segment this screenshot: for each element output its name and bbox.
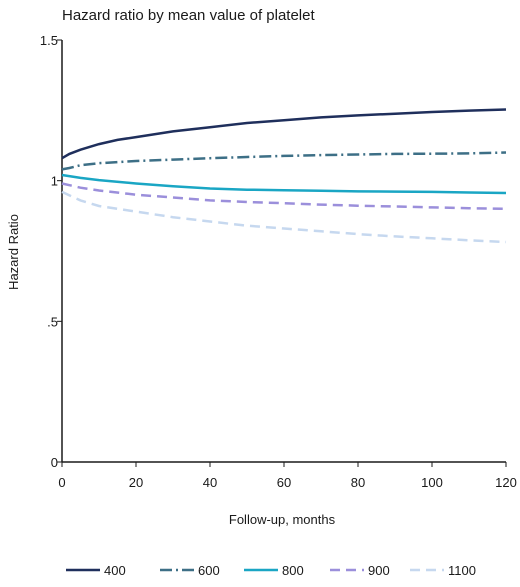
x-tick-label: 100 xyxy=(421,475,443,490)
x-tick-label: 80 xyxy=(351,475,365,490)
x-tick-label: 40 xyxy=(203,475,217,490)
x-tick-label: 0 xyxy=(58,475,65,490)
legend: 400 600 800 900 1100 xyxy=(66,563,476,578)
axes: 0 .5 1 1.5 0 20 40 60 80 100 120 xyxy=(40,33,517,490)
chart-title: Hazard ratio by mean value of platelet xyxy=(62,7,315,24)
series-line-800 xyxy=(61,173,507,195)
legend-label-400: 400 xyxy=(104,563,126,578)
legend-label-1100: 1100 xyxy=(448,563,476,578)
y-tick-label: .5 xyxy=(47,314,58,329)
series-line-400 xyxy=(61,108,507,160)
series-group xyxy=(61,108,507,244)
x-axis-title: Follow-up, months xyxy=(229,512,336,527)
x-tick-label: 60 xyxy=(277,475,291,490)
series-line-900 xyxy=(61,182,507,211)
series-line-1100 xyxy=(61,190,507,244)
y-tick-label: 0 xyxy=(51,455,58,470)
legend-label-600: 600 xyxy=(198,563,220,578)
x-tick-label: 20 xyxy=(129,475,143,490)
y-tick-label: 1 xyxy=(51,174,58,189)
x-tick-label: 120 xyxy=(495,475,517,490)
y-axis-title: Hazard Ratio xyxy=(6,214,21,290)
series-line-600 xyxy=(61,151,507,171)
legend-label-900: 900 xyxy=(368,563,390,578)
y-tick-label: 1.5 xyxy=(40,33,58,48)
legend-label-800: 800 xyxy=(282,563,304,578)
